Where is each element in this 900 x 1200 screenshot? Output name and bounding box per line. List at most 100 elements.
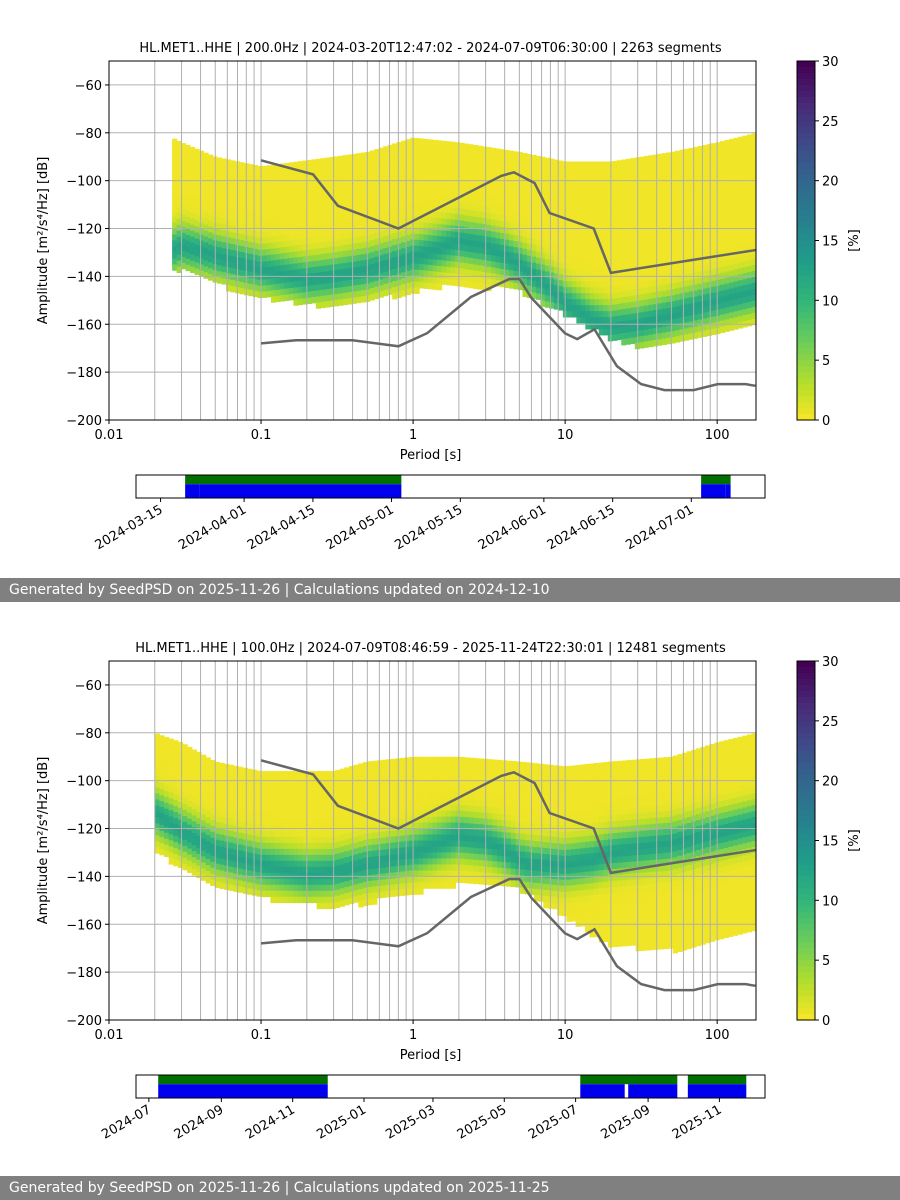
heatmap-cell bbox=[288, 854, 295, 862]
heatmap-cell bbox=[367, 827, 373, 834]
heatmap-cell bbox=[571, 215, 577, 222]
heatmap-cell bbox=[256, 866, 262, 873]
heatmap-cell bbox=[567, 197, 573, 204]
heatmap-cell bbox=[228, 818, 234, 826]
heatmap-cell bbox=[316, 866, 322, 874]
heatmap-cell bbox=[661, 183, 667, 190]
heatmap-cell bbox=[589, 203, 595, 210]
heatmap-cell bbox=[693, 302, 699, 309]
heatmap-cell bbox=[270, 860, 276, 868]
heatmap-cell bbox=[504, 209, 510, 217]
colorbar-segment bbox=[797, 216, 815, 224]
heatmap-cell bbox=[693, 146, 699, 154]
heatmap-cell bbox=[208, 172, 214, 179]
heatmap-cell bbox=[307, 812, 313, 820]
heatmap-cell bbox=[338, 245, 344, 252]
heatmap-cell bbox=[715, 297, 721, 305]
heatmap-cell bbox=[643, 311, 649, 318]
heatmap-cell bbox=[441, 218, 447, 225]
heatmap-cell bbox=[747, 319, 753, 327]
heatmap-cell bbox=[199, 240, 205, 247]
heatmap-cell bbox=[706, 305, 712, 313]
heatmap-cell bbox=[711, 322, 717, 330]
heatmap-cell bbox=[242, 785, 248, 793]
heatmap-cell bbox=[293, 806, 299, 814]
heatmap-cell bbox=[298, 854, 304, 862]
heatmap-cell bbox=[661, 201, 667, 208]
heatmap-cell bbox=[270, 878, 276, 886]
heatmap-cell bbox=[214, 839, 221, 847]
colorbar-segment bbox=[797, 132, 815, 140]
heatmap-cell bbox=[386, 855, 392, 862]
heatmap-cell bbox=[164, 772, 170, 780]
heatmap-cell bbox=[196, 829, 202, 837]
heatmap-cell bbox=[316, 812, 322, 820]
heatmap-cell bbox=[432, 882, 438, 889]
heatmap-cell bbox=[279, 229, 285, 236]
heatmap-cell bbox=[486, 242, 492, 250]
heatmap-cell bbox=[616, 184, 622, 191]
heatmap-cell bbox=[724, 205, 730, 213]
heatmap-cell bbox=[325, 842, 332, 850]
heatmap-cell bbox=[428, 211, 434, 218]
heatmap-cell bbox=[270, 212, 276, 219]
heatmap-cell bbox=[405, 217, 411, 224]
heatmap-cell bbox=[362, 893, 369, 901]
heatmap-cell bbox=[675, 324, 681, 331]
heatmap-cell bbox=[423, 876, 429, 883]
heatmap-cell bbox=[643, 197, 649, 205]
heatmap-cell bbox=[224, 787, 230, 795]
heatmap-cell bbox=[387, 180, 393, 188]
heatmap-cell bbox=[729, 324, 735, 331]
heatmap-cell bbox=[526, 213, 533, 221]
heatmap-cell bbox=[446, 189, 452, 196]
heatmap-cell bbox=[378, 237, 384, 244]
heatmap-cell bbox=[468, 186, 474, 193]
heatmap-cell bbox=[675, 234, 681, 241]
heatmap-cell bbox=[630, 289, 636, 297]
heatmap-cell bbox=[477, 217, 483, 224]
heatmap-cell bbox=[567, 209, 573, 216]
heatmap-cell bbox=[338, 173, 344, 181]
heatmap-cell bbox=[275, 866, 281, 874]
heatmap-cell bbox=[580, 209, 586, 216]
heatmap-cell bbox=[446, 858, 452, 865]
heatmap-cell bbox=[390, 866, 396, 873]
heatmap-cell bbox=[383, 224, 389, 231]
heatmap-cell bbox=[275, 896, 281, 904]
heatmap-cell bbox=[288, 795, 295, 802]
heatmap-cell bbox=[711, 298, 717, 306]
heatmap-cell bbox=[194, 178, 200, 186]
heatmap-cell bbox=[185, 210, 191, 218]
heatmap-cell bbox=[625, 320, 631, 327]
heatmap-cell bbox=[508, 264, 515, 271]
heatmap-cell bbox=[702, 180, 708, 188]
heatmap-cell bbox=[217, 277, 223, 284]
heatmap-cell bbox=[261, 854, 267, 862]
heatmap-cell bbox=[344, 815, 350, 822]
heatmap-cell bbox=[724, 289, 730, 296]
heatmap-cell bbox=[154, 733, 160, 741]
heatmap-cell bbox=[248, 212, 254, 219]
heatmap-cell bbox=[172, 252, 178, 259]
heatmap-cell bbox=[643, 335, 649, 342]
heatmap-cell bbox=[409, 858, 415, 865]
heatmap-cell bbox=[688, 213, 694, 221]
heatmap-cell bbox=[459, 196, 465, 204]
heatmap-cell bbox=[526, 231, 533, 239]
colorbar-segment bbox=[797, 78, 815, 86]
heatmap-cell bbox=[194, 184, 200, 192]
heatmap-cell bbox=[544, 157, 550, 165]
heatmap-cell bbox=[338, 179, 344, 187]
heatmap-cell bbox=[196, 764, 202, 771]
heatmap-cell bbox=[666, 307, 672, 315]
heatmap-cell bbox=[164, 808, 170, 816]
heatmap-cell bbox=[214, 821, 221, 829]
heatmap-cell bbox=[747, 176, 753, 183]
heatmap-cell bbox=[486, 236, 492, 244]
heatmap-cell bbox=[441, 786, 447, 794]
heatmap-cell bbox=[437, 182, 443, 189]
heatmap-cell bbox=[247, 864, 253, 871]
heatmap-cell bbox=[643, 203, 649, 211]
